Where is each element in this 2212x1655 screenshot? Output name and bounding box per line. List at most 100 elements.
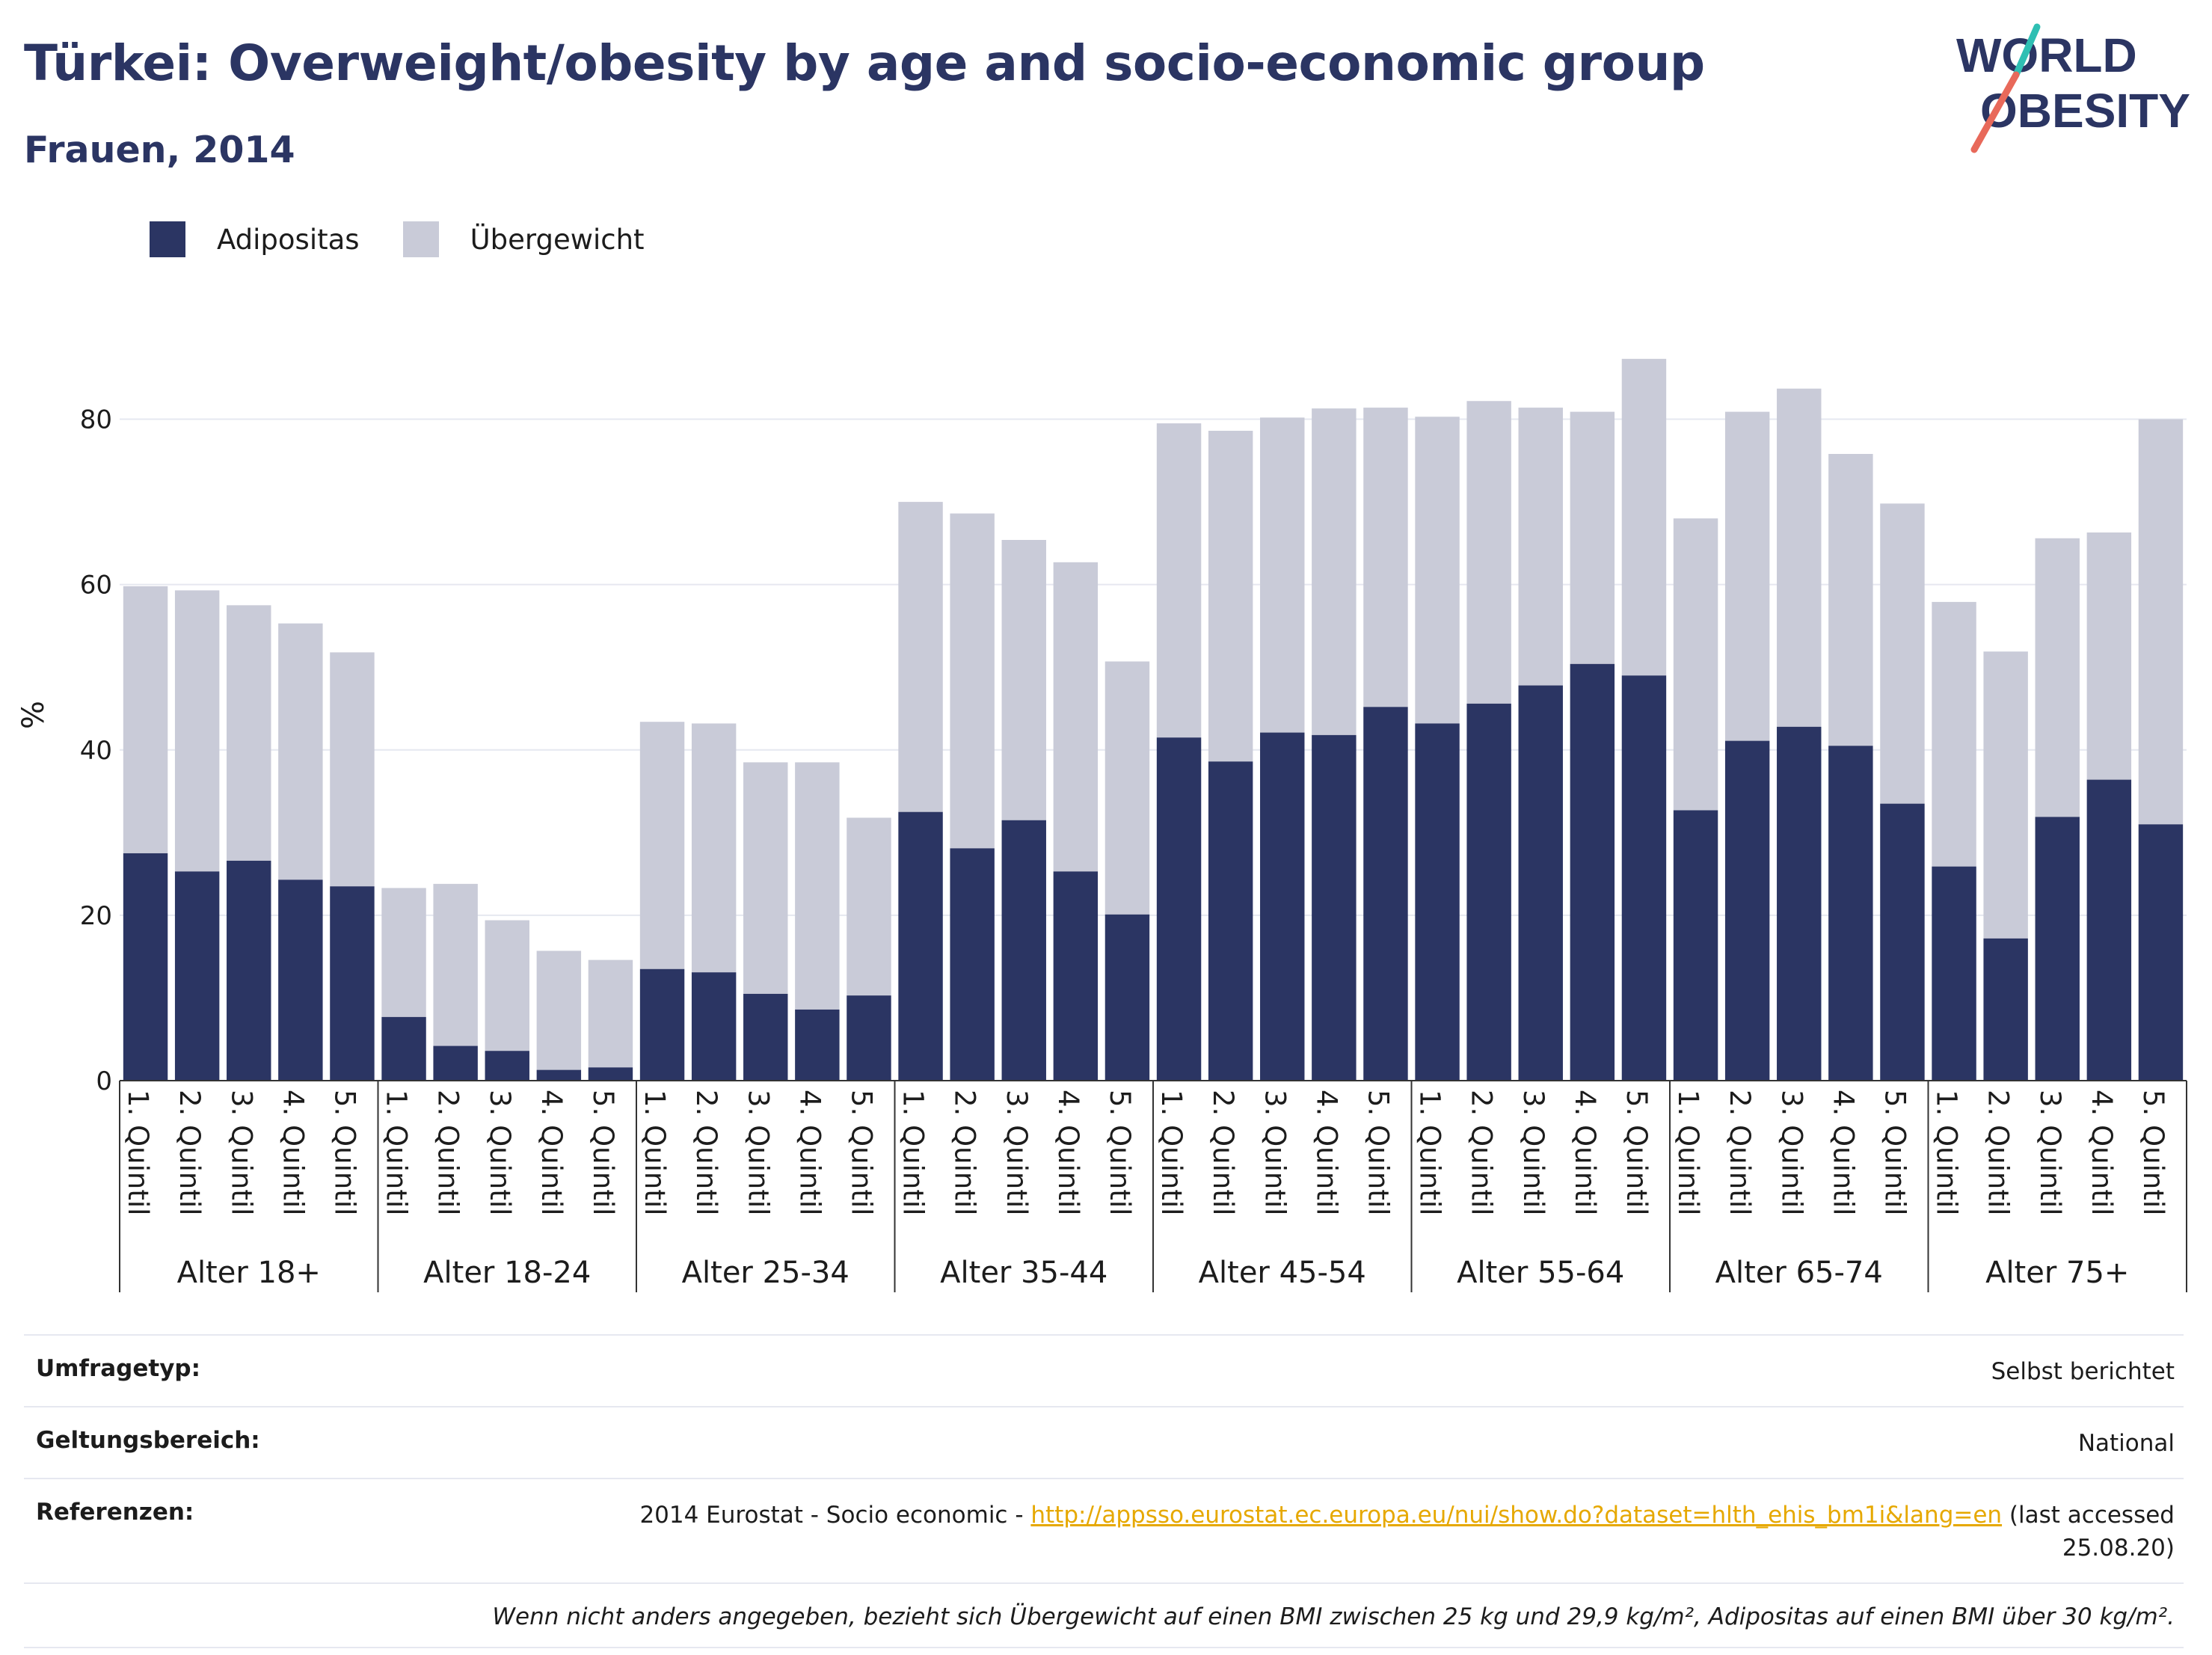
x-tick-label: 3. Quintil	[1517, 1090, 1549, 1215]
group-label: Alter 55-64	[1457, 1256, 1624, 1290]
bar-obesity	[1673, 810, 1718, 1081]
group-label: Alter 65-74	[1715, 1256, 1883, 1290]
x-tick-label: 1. Quintil	[1414, 1090, 1446, 1215]
legend-swatch-uebergewicht	[402, 221, 439, 257]
x-tick-label: 5. Quintil	[1104, 1090, 1136, 1215]
x-tick-label: 1. Quintil	[639, 1090, 671, 1215]
x-tick-label: 5. Quintil	[2137, 1090, 2169, 1215]
group-label: Alter 45-54	[1199, 1256, 1366, 1290]
bar-overweight	[278, 623, 323, 880]
group-label: Alter 35-44	[940, 1256, 1107, 1290]
bar-obesity	[1415, 723, 1460, 1081]
bar-obesity	[1932, 866, 1976, 1081]
bar-overweight	[1724, 411, 1770, 741]
info-row-references: Referenzen: 2014 Eurostat - Socio econom…	[24, 1478, 2184, 1582]
info-value-scope: National	[2077, 1430, 2175, 1457]
info-value-survey-type: Selbst berichtet	[1991, 1358, 2175, 1385]
group-label: Alter 18+	[177, 1256, 321, 1290]
bar-obesity	[639, 968, 685, 1081]
x-tick-label: 4. Quintil	[535, 1090, 568, 1215]
world-obesity-logo: WORLD OBESITY	[1956, 23, 2190, 153]
x-tick-label: 2. Quintil	[949, 1090, 981, 1215]
x-tick-label: 2. Quintil	[1982, 1090, 2015, 1215]
chart-legend: Adipositas Übergewicht	[150, 221, 688, 257]
info-label-references: Referenzen:	[36, 1499, 194, 1526]
bar-obesity	[1466, 703, 1511, 1081]
bar-obesity	[1053, 871, 1099, 1081]
x-tick-label: 5. Quintil	[1878, 1090, 1911, 1215]
group-label: Alter 75+	[1985, 1256, 2129, 1290]
bar-overweight	[123, 586, 168, 853]
bar-obesity	[1208, 761, 1253, 1081]
bar-obesity	[433, 1045, 478, 1081]
bar-obesity	[381, 1016, 426, 1081]
x-tick-label: 3. Quintil	[1001, 1090, 1033, 1215]
legend-item-uebergewicht[interactable]: Übergewicht	[402, 221, 645, 257]
stacked-bar-chart: 0 20 40 60 80% 1. Quintil 2. Quintil 3. Quintil…	[16, 358, 2187, 1292]
bar-overweight	[1673, 518, 1718, 811]
bar-obesity	[1828, 746, 1873, 1081]
x-tick-label: 2. Quintil	[432, 1090, 464, 1215]
bar-obesity	[1570, 663, 1615, 1081]
bar-overweight	[1312, 408, 1357, 735]
logo-text-obesity: OBESITY	[1980, 84, 2190, 138]
bar-overweight	[1932, 601, 1976, 867]
reference-link[interactable]: http://appsso.eurostat.ec.europa.eu/nui/…	[1030, 1502, 2003, 1529]
x-tick-label: 2. Quintil	[1207, 1090, 1239, 1215]
bar-obesity	[1156, 737, 1202, 1081]
bar-overweight	[381, 888, 426, 1017]
bar-obesity	[1363, 707, 1408, 1081]
x-tick-label: 3. Quintil	[484, 1090, 516, 1215]
info-label-survey-type: Umfragetyp:	[36, 1355, 200, 1382]
bmi-definition-note: Wenn nicht anders angegeben, bezieht sic…	[24, 1582, 2184, 1648]
x-tick-label: 4. Quintil	[793, 1090, 826, 1215]
bar-overweight	[588, 959, 633, 1068]
bar-obesity	[1724, 740, 1770, 1081]
bar-obesity	[174, 871, 220, 1081]
bar-obesity	[278, 879, 323, 1081]
logo-slash-top	[2012, 23, 2041, 79]
chart-title: Türkei: Overweight/obesity by age and so…	[24, 34, 1705, 92]
info-row-scope: Geltungsbereich: National	[24, 1406, 2184, 1478]
bar-overweight	[2138, 419, 2184, 825]
bar-obesity	[330, 886, 375, 1081]
bar-overweight	[1156, 423, 1202, 738]
x-tick-label: 3. Quintil	[225, 1090, 257, 1215]
group-label: Alter 18-24	[423, 1256, 591, 1290]
x-tick-label: 4. Quintil	[277, 1090, 309, 1215]
legend-label-adipositas: Adipositas	[217, 223, 360, 256]
y-tick-label: 60	[80, 571, 112, 601]
bar-overweight	[1260, 417, 1305, 733]
y-axis-title: %	[16, 701, 51, 729]
bar-overweight	[1570, 411, 1615, 664]
bar-overweight	[1208, 431, 1253, 762]
bar-obesity	[1518, 685, 1563, 1081]
bar-overweight	[1105, 661, 1150, 915]
reference-accessed: (last accessed	[2002, 1502, 2175, 1529]
bar-overweight	[1001, 539, 1046, 820]
bar-obesity	[2086, 779, 2132, 1081]
bar-obesity	[743, 993, 788, 1081]
y-tick-label: 0	[96, 1066, 112, 1096]
bar-obesity	[1777, 726, 1822, 1081]
bar-obesity	[691, 972, 737, 1081]
bar-obesity	[123, 853, 168, 1081]
info-row-survey-type: Umfragetyp: Selbst berichtet	[24, 1334, 2184, 1406]
group-label: Alter 25-34	[682, 1256, 850, 1290]
bar-overweight	[174, 590, 220, 872]
y-tick-label: 20	[80, 901, 112, 931]
bar-obesity	[1983, 938, 2028, 1081]
legend-item-adipositas[interactable]: Adipositas	[150, 221, 360, 257]
bar-obesity	[1312, 734, 1357, 1081]
bar-obesity	[536, 1069, 582, 1081]
x-tick-label: 2. Quintil	[173, 1090, 206, 1215]
y-tick-label: 80	[80, 405, 112, 435]
x-tick-label: 4. Quintil	[1827, 1090, 1859, 1215]
x-tick-label: 5. Quintil	[1620, 1090, 1653, 1215]
info-value-references: 2014 Eurostat - Socio economic - http://…	[639, 1499, 2175, 1565]
bar-overweight	[2035, 538, 2080, 817]
bar-overweight	[1983, 651, 2028, 939]
bar-overweight	[2086, 532, 2132, 780]
bar-obesity	[2138, 824, 2184, 1081]
bar-obesity	[1105, 914, 1150, 1081]
